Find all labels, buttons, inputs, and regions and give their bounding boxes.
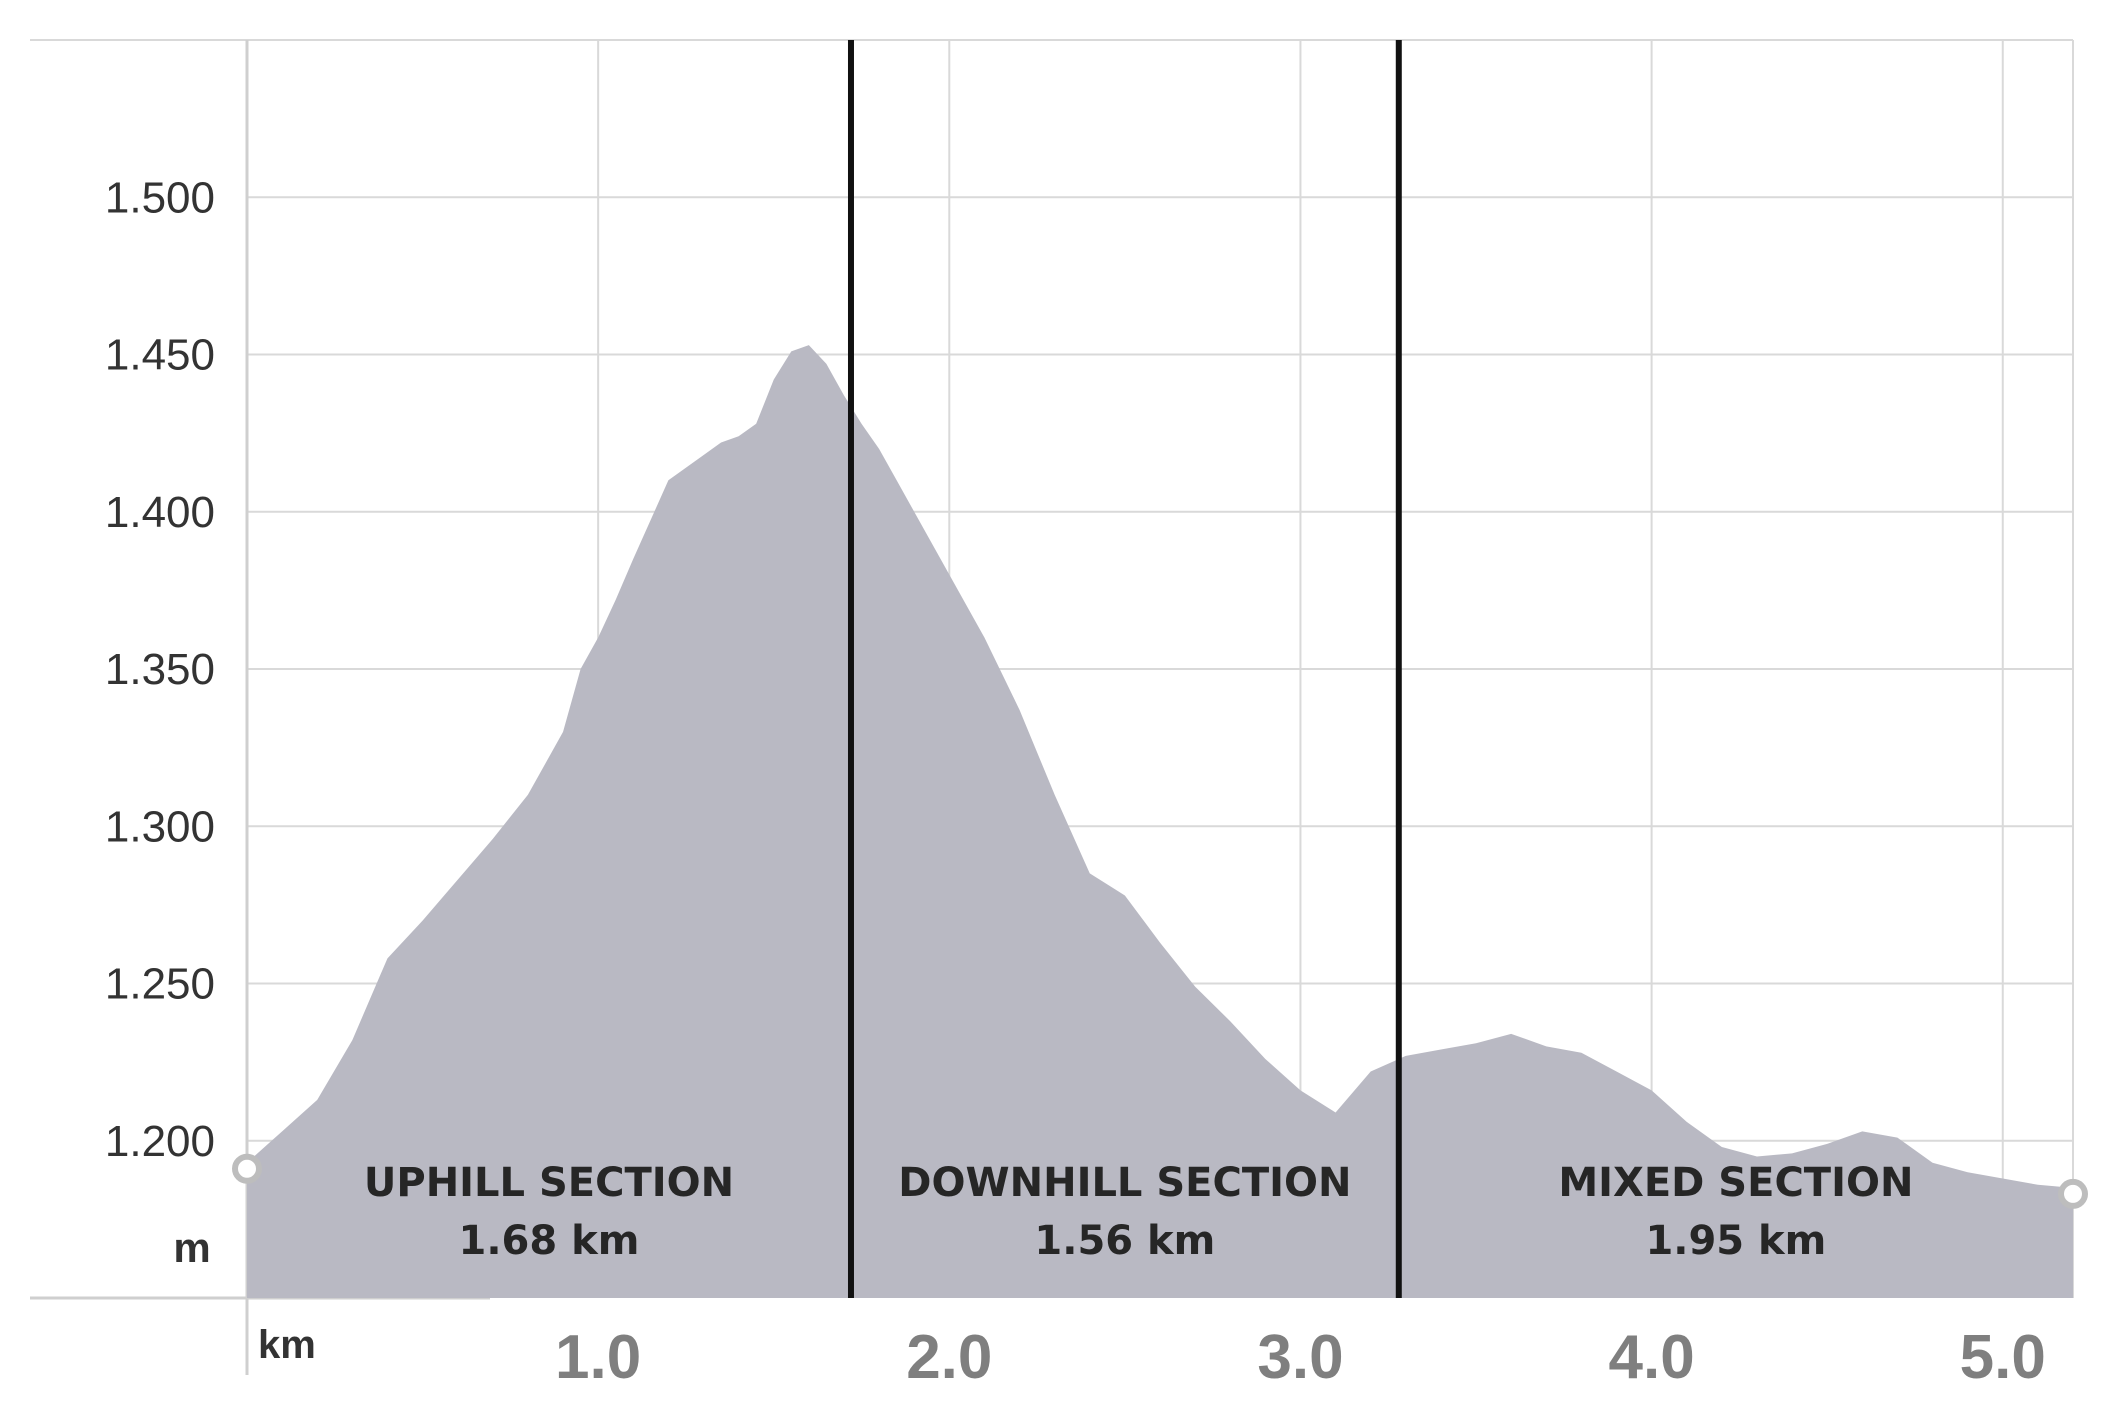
y-tick-label: 1.250 [105,960,215,1009]
y-tick-label: 1.500 [105,173,215,222]
section-length: 1.56 km [1034,1218,1215,1264]
y-axis-unit: m [173,1224,210,1271]
section-name: UPHILL SECTION [364,1160,734,1206]
section-dividers [847,40,1402,1298]
y-tick-label: 1.300 [105,802,215,851]
elevation-area [247,345,2073,1298]
end-marker [2058,1178,2088,1209]
y-axis-ticks: 1.200 1.250 1.300 1.350 1.400 1.450 1.500 [105,173,215,1166]
x-tick-label: 2.0 [906,1323,992,1392]
x-tick-label: 1.0 [555,1323,641,1392]
y-tick-label: 1.350 [105,645,215,694]
y-tick-label: 1.450 [105,331,215,380]
section-name: DOWNHILL SECTION [898,1160,1351,1206]
section-name: MIXED SECTION [1558,1160,1913,1206]
x-axis-unit: km [258,1323,316,1367]
endpoint-markers [232,1153,2088,1209]
start-marker [232,1153,262,1184]
x-tick-label: 4.0 [1609,1323,1695,1392]
section-length: 1.68 km [459,1218,640,1264]
x-tick-label: 3.0 [1257,1323,1343,1392]
x-axis-ticks: 1.0 2.0 3.0 4.0 5.0 [555,1323,2046,1392]
grid [30,39,2074,1375]
y-tick-label: 1.200 [105,1117,215,1166]
section-labels: UPHILL SECTION 1.68 km DOWNHILL SECTION 1.5… [364,1160,1914,1264]
section-length: 1.95 km [1645,1218,1826,1264]
x-tick-label: 5.0 [1960,1323,2046,1392]
y-tick-label: 1.400 [105,488,215,537]
